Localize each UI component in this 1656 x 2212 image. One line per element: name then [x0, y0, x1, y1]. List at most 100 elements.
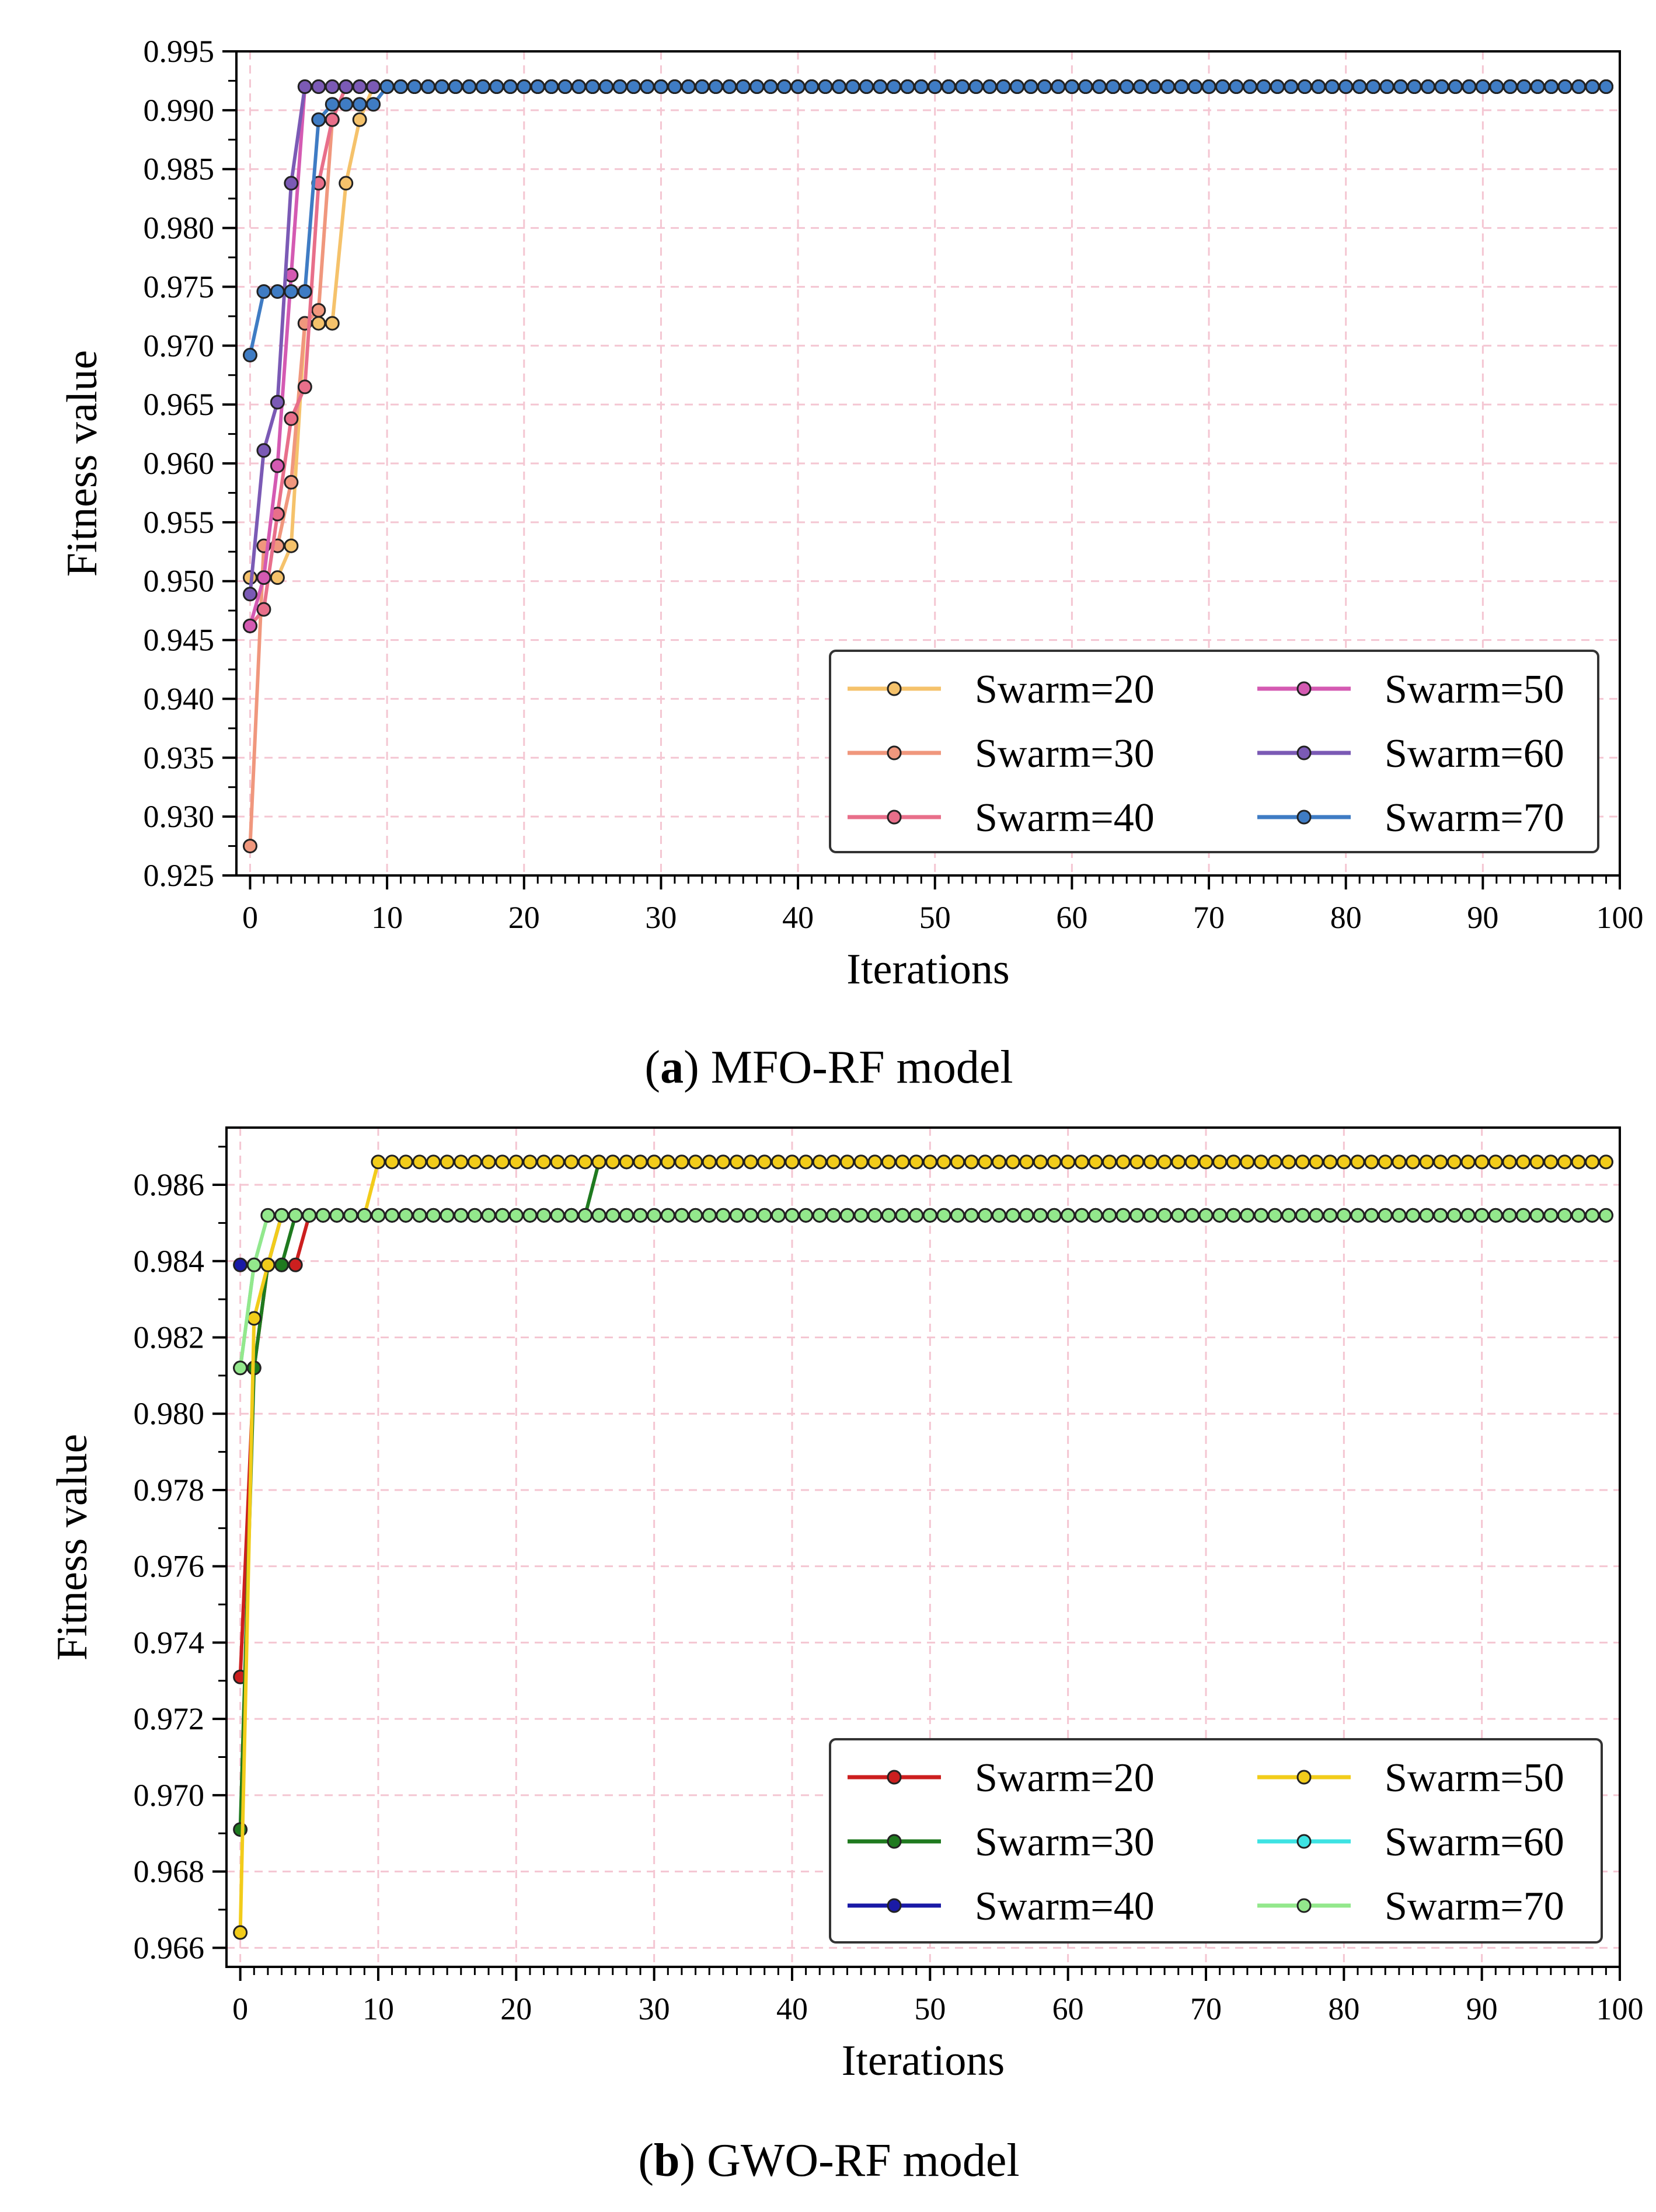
data-point — [1324, 79, 1340, 95]
data-point — [978, 1208, 993, 1223]
data-point — [1366, 79, 1381, 95]
data-point — [1188, 79, 1203, 95]
data-point — [1407, 79, 1422, 95]
data-point — [612, 79, 627, 95]
data-point — [495, 1154, 510, 1170]
data-point — [371, 1154, 386, 1170]
x-tick-label: 20 — [500, 1991, 532, 2026]
data-point — [955, 79, 970, 95]
series-line — [238, 1160, 1606, 1830]
y-axis: 0.966 0.968 0.970 0.972 0.974 0.976 0.978 0.980… — [134, 1146, 226, 1965]
data-point — [1226, 1208, 1241, 1223]
x-tick-label: 80 — [1328, 1991, 1359, 2026]
data-point — [1323, 1208, 1338, 1223]
data-point — [640, 79, 655, 95]
data-point — [667, 79, 682, 95]
data-point — [914, 79, 929, 95]
data-point — [647, 1208, 662, 1223]
data-point — [982, 79, 998, 95]
data-point — [1378, 1154, 1393, 1170]
data-point — [1295, 1208, 1310, 1223]
data-point — [729, 1208, 744, 1223]
data-point — [256, 602, 271, 617]
data-point — [522, 1154, 538, 1170]
data-point — [1311, 79, 1326, 95]
data-point — [270, 284, 285, 299]
data-point — [1489, 79, 1504, 95]
legend-label: Swarm=30 — [975, 731, 1155, 776]
data-point — [840, 1208, 855, 1223]
data-point — [1433, 1154, 1448, 1170]
data-point — [757, 1154, 772, 1170]
legend-box — [829, 650, 1599, 853]
data-point — [1119, 79, 1134, 95]
chart-mfo-rf: 0 10 20 30 40 50 60 70 80 90 100Iterations0.9250.9… — [58, 34, 1644, 993]
data-point — [256, 570, 271, 585]
data-point — [771, 1208, 786, 1223]
data-point — [749, 79, 765, 95]
data-point — [274, 1257, 290, 1272]
data-point — [922, 1154, 937, 1170]
data-point — [647, 1154, 662, 1170]
data-point — [1284, 79, 1299, 95]
data-point — [302, 1208, 317, 1223]
x-tick-label: 100 — [1596, 900, 1644, 935]
data-point — [845, 79, 860, 95]
x-tick-label: 10 — [362, 1991, 394, 2026]
data-point — [1571, 1208, 1586, 1223]
data-point — [352, 79, 367, 95]
data-point — [1364, 1208, 1379, 1223]
data-point — [1392, 1208, 1407, 1223]
data-point — [1226, 1154, 1241, 1170]
y-tick-label: 0.950 — [144, 564, 215, 599]
legend-label: Swarm=20 — [975, 667, 1155, 712]
data-point — [246, 1257, 262, 1272]
data-point — [339, 176, 354, 191]
y-tick-label: 0.970 — [144, 328, 215, 363]
legend-label: Swarm=40 — [975, 1884, 1155, 1929]
data-point — [256, 284, 271, 299]
data-point — [495, 1208, 510, 1223]
data-point — [536, 1154, 552, 1170]
data-point — [1171, 1208, 1186, 1223]
data-point — [366, 97, 381, 112]
plot-frame — [225, 1126, 1621, 1968]
data-point — [831, 79, 846, 95]
data-point — [467, 1208, 482, 1223]
data-point — [426, 1208, 441, 1223]
data-point — [1598, 1154, 1613, 1170]
data-point — [812, 1208, 827, 1223]
y-tick-label: 0.980 — [144, 211, 215, 246]
legend-swatch-marker — [1296, 681, 1312, 696]
series-swarm-40 — [242, 79, 1614, 633]
series-line — [248, 85, 1606, 356]
data-point — [288, 1257, 303, 1272]
data-point — [1242, 79, 1257, 95]
data-point — [1115, 1154, 1131, 1170]
x-axis: 0 10 20 30 40 50 60 70 80 90 100 — [242, 875, 1644, 935]
data-point — [379, 79, 395, 95]
data-point — [1267, 1154, 1282, 1170]
data-point — [991, 1208, 1006, 1223]
data-point — [1488, 1154, 1503, 1170]
legend-swatch-marker — [1296, 1770, 1312, 1785]
data-point — [503, 79, 518, 95]
data-point — [1115, 1208, 1131, 1223]
data-point — [1502, 79, 1518, 95]
data-point — [1405, 1208, 1420, 1223]
data-point — [599, 79, 614, 95]
y-tick-label: 0.975 — [144, 269, 215, 304]
data-point — [1129, 1208, 1145, 1223]
data-point — [605, 1154, 620, 1170]
data-point — [1446, 1208, 1462, 1223]
data-point — [702, 1208, 717, 1223]
data-point — [357, 1208, 372, 1223]
data-point — [1557, 1154, 1572, 1170]
data-point — [964, 1208, 979, 1223]
y-tick-label: 0.974 — [134, 1625, 205, 1660]
data-point — [434, 79, 449, 95]
legend-swatch-marker — [1296, 810, 1312, 825]
data-point — [1599, 79, 1614, 95]
data-point — [508, 1154, 524, 1170]
data-point — [626, 79, 641, 95]
